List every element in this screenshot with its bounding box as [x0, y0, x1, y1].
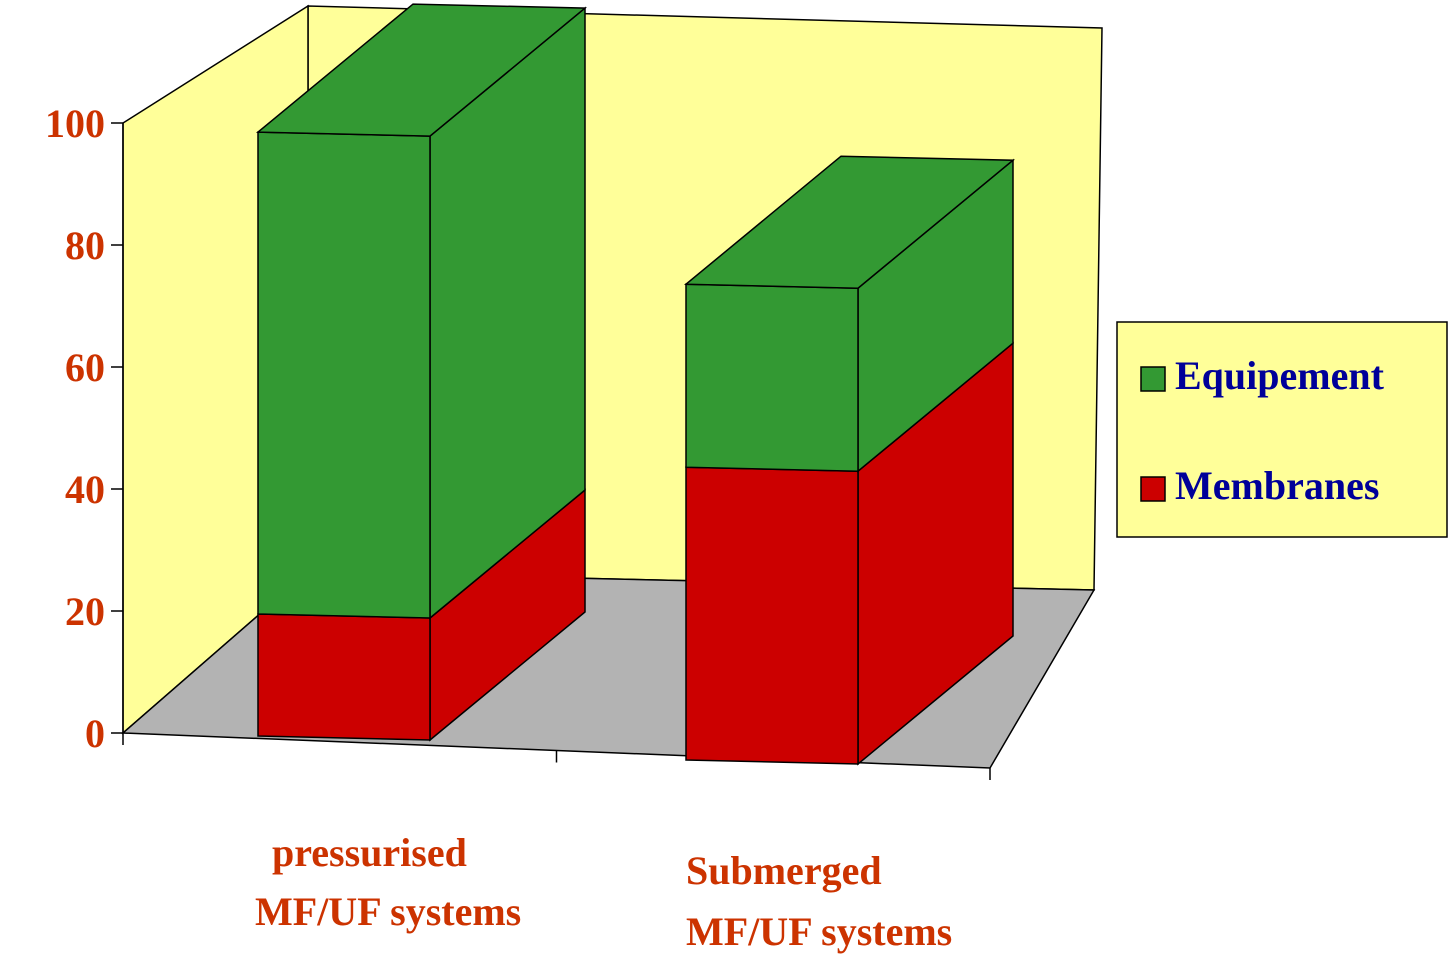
bar-front-face — [685, 283, 859, 472]
legend-label-equipement: Equipement — [1175, 353, 1385, 398]
legend-swatch-membranes — [1140, 476, 1166, 502]
category-labels: pressurised MF/UF systems Submerged MF/UF s… — [255, 830, 952, 954]
bar-front-face — [257, 131, 431, 619]
legend: Equipement Membranes — [1116, 321, 1448, 538]
bar-front-face — [257, 613, 431, 741]
y-tick-label: 0 — [85, 711, 105, 756]
legend-box — [1116, 321, 1448, 538]
y-tick-label: 40 — [65, 467, 105, 512]
bar-membranes-2 — [685, 341, 1014, 766]
legend-label-membranes: Membranes — [1175, 463, 1379, 508]
y-tick-label: 60 — [65, 345, 105, 390]
category-label: MF/UF systems — [255, 889, 521, 934]
bar-equipement-1 — [255, 3, 588, 620]
bar-top-face — [683, 155, 1016, 289]
category-label: Submerged — [686, 848, 882, 893]
y-tick-label: 20 — [65, 589, 105, 634]
bars-group — [255, 3, 1016, 766]
bar-equipement-2 — [683, 155, 1016, 473]
y-tick-label: 80 — [65, 223, 105, 268]
y-tick-label: 100 — [45, 101, 105, 146]
legend-swatch-equipement — [1140, 366, 1166, 392]
category-label: pressurised — [272, 830, 467, 875]
bar-front-face — [685, 466, 859, 765]
y-axis: 0 20 40 60 80 100 — [45, 101, 991, 780]
category-label: MF/UF systems — [686, 909, 952, 954]
bar-top-face — [255, 3, 588, 137]
